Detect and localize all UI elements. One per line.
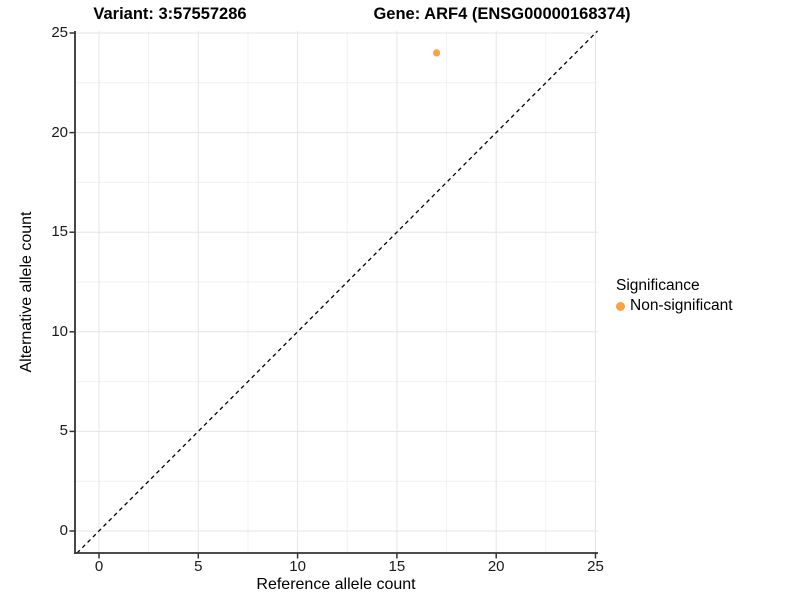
legend-title: Significance xyxy=(616,277,700,294)
legend: Significance Non-significant xyxy=(616,276,800,315)
legend-item-nonsignificant: Non-significant xyxy=(616,297,800,315)
grid-minor-vertical xyxy=(148,31,547,553)
data-point-nonsignificant xyxy=(433,49,441,57)
y-tick-label-25: 25 xyxy=(51,24,68,41)
y-tick-label-10: 10 xyxy=(51,322,68,340)
axis-lines xyxy=(74,31,598,554)
gene-title: Gene: ARF4 (ENSG00000168374) xyxy=(373,5,631,23)
x-tick-label-5: 5 xyxy=(194,558,203,575)
y-tick-label-5: 5 xyxy=(59,422,68,440)
x-tick-label-15: 15 xyxy=(388,558,406,575)
x-tick-label-0: 0 xyxy=(94,558,104,575)
x-tick-label-10: 10 xyxy=(289,558,306,575)
grid-major-vertical xyxy=(98,31,596,553)
identity-dashed-line xyxy=(76,30,598,554)
grid-major-horizontal xyxy=(75,32,598,532)
x-tick-label-25: 25 xyxy=(587,558,604,575)
y-tick-label-15: 15 xyxy=(51,223,68,241)
legend-item-label: Non-significant xyxy=(630,297,733,314)
x-axis-tick-marks xyxy=(98,553,597,559)
y-axis-tick-marks xyxy=(69,32,75,532)
y-axis-title: Alternative allele count xyxy=(18,211,35,373)
y-tick-label-0: 0 xyxy=(59,522,68,539)
grid-minor-horizontal xyxy=(75,82,598,482)
variant-title: Variant: 3:57557286 xyxy=(93,5,247,23)
x-tick-label-20: 20 xyxy=(487,558,505,575)
legend-key-dot-icon xyxy=(616,301,625,311)
x-axis-title: Reference allele count xyxy=(256,576,416,593)
y-tick-label-20: 20 xyxy=(51,123,68,141)
